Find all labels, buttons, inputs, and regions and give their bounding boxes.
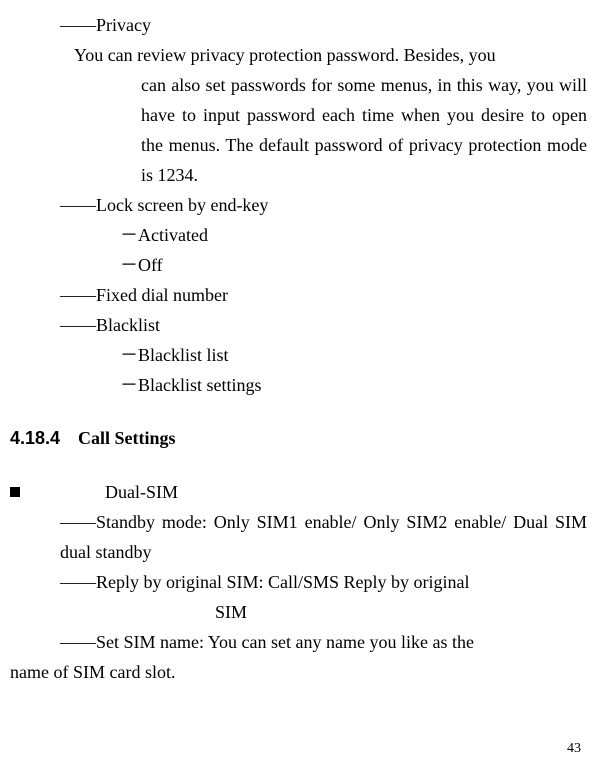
- dualsim-bullet-row: Dual-SIM: [0, 477, 595, 507]
- blacklist-opt-settings: －Blacklist settings: [0, 370, 595, 400]
- fixeddial-title: ――Fixed dial number: [0, 280, 595, 310]
- set-sim-name-line1: ――Set SIM name: You can set any name you…: [0, 627, 595, 657]
- heading-text: Call Settings: [78, 428, 176, 448]
- lockscreen-opt-off: －Off: [0, 250, 595, 280]
- privacy-desc-first: You can review privacy protection passwo…: [0, 40, 595, 70]
- page-container: ――Privacy You can review privacy protect…: [0, 0, 595, 769]
- page-number: 43: [567, 741, 581, 757]
- section-heading: 4.18.4 Call Settings: [0, 428, 595, 449]
- privacy-desc-rest: can also set passwords for some menus, i…: [0, 70, 595, 190]
- set-sim-name-line2: name of SIM card slot.: [0, 657, 595, 687]
- blacklist-title: ――Blacklist: [0, 310, 595, 340]
- reply-sim-line2: SIM: [0, 597, 595, 627]
- reply-sim-line1: ――Reply by original SIM: Call/SMS Reply …: [0, 567, 595, 597]
- lockscreen-opt-activated: －Activated: [0, 220, 595, 250]
- lockscreen-title: ――Lock screen by end-key: [0, 190, 595, 220]
- privacy-title: ――Privacy: [0, 10, 595, 40]
- square-bullet-icon: [10, 487, 20, 497]
- heading-number: 4.18.4: [10, 428, 60, 448]
- blacklist-opt-list: －Blacklist list: [0, 340, 595, 370]
- standby-mode-text: ――Standby mode: Only SIM1 enable/ Only S…: [0, 507, 595, 567]
- dualsim-label: Dual-SIM: [105, 477, 178, 507]
